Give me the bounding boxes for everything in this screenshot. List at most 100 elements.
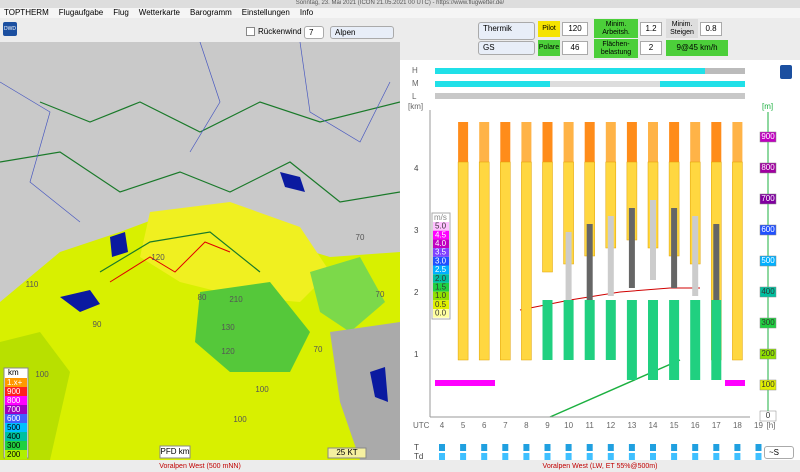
menu-item[interactable]: Info [299, 8, 314, 17]
right-tick-label: 0 [766, 411, 771, 420]
right-tick-label: 300 [761, 318, 775, 327]
column [626, 122, 637, 162]
right-swatch [759, 255, 777, 267]
legend-label: 300 [7, 441, 21, 450]
cell [544, 444, 551, 451]
cell [439, 453, 445, 460]
y-tick-label: 2 [414, 288, 419, 297]
legend-label: 500 [7, 423, 21, 432]
map-label: 130 [221, 323, 235, 332]
legend-swatch [5, 432, 27, 441]
decor-line [549, 359, 681, 418]
x-tick-label: 18 [733, 421, 742, 430]
column [542, 300, 553, 360]
right-tick-label: 800 [761, 163, 775, 172]
column [711, 122, 722, 162]
menu-item[interactable]: Einstellungen [241, 8, 290, 17]
step-select[interactable]: 7 [304, 26, 324, 39]
column [690, 122, 701, 162]
legend-swatch [433, 222, 449, 231]
region-select[interactable]: Alpen [330, 26, 394, 39]
river [0, 42, 391, 223]
map-label: 70 [314, 345, 323, 354]
cell [460, 453, 467, 460]
display-select[interactable]: ~S [764, 446, 794, 459]
x-tick-label: 8 [524, 421, 529, 430]
cell [692, 444, 699, 451]
cell [502, 453, 509, 460]
column [457, 161, 469, 361]
mode-select-wrap: Thermik [478, 22, 535, 40]
legend-label: 200 [7, 450, 21, 459]
ground [435, 380, 495, 386]
min-climb-label: Minim. Steigen [666, 19, 698, 38]
map-label: 120 [221, 347, 235, 356]
menu-item[interactable]: TOPTHERM [4, 8, 49, 17]
cell [650, 453, 656, 460]
menu-item[interactable]: Barogramm [190, 8, 232, 17]
column [713, 224, 720, 304]
column [584, 122, 595, 162]
column [586, 224, 593, 304]
polar-input[interactable]: 46 [562, 41, 588, 55]
right-swatch [759, 348, 777, 360]
load-input[interactable]: 2 [640, 41, 662, 55]
region [310, 257, 385, 332]
right-unit: [m] [762, 102, 773, 111]
x-tick-label: 10 [564, 421, 573, 430]
cell [734, 444, 741, 451]
min-height-input[interactable]: 1.2 [640, 22, 662, 36]
ground [725, 380, 745, 386]
level-label: L [412, 92, 417, 101]
right-tick-label: 600 [761, 225, 775, 234]
legend-label: 3.5 [435, 248, 447, 257]
legend-label: 800 [7, 396, 21, 405]
x-tick-label: 14 [649, 421, 658, 430]
checkbox-box[interactable] [246, 27, 255, 36]
speed-button[interactable]: 9@45 km/h [666, 40, 728, 56]
x-unit: UTC [413, 421, 430, 430]
x-tick-label: 11 [586, 421, 595, 430]
y-tick-label: 3 [414, 226, 419, 235]
legend-swatch [433, 282, 449, 292]
column [607, 216, 614, 296]
pfd-button[interactable] [159, 445, 191, 459]
pilot-input[interactable]: 120 [562, 22, 588, 36]
level-label: M [412, 79, 419, 88]
menu-item[interactable]: Flug [113, 8, 129, 17]
cell [565, 444, 572, 451]
cell [502, 444, 509, 451]
right-swatch [759, 131, 777, 143]
column [584, 300, 595, 360]
legend-swatch [433, 309, 449, 318]
legend-swatch [5, 450, 27, 459]
mode-select[interactable]: Thermik [478, 22, 535, 40]
status-right: Voralpen West (LW, ET 55%@500m) [542, 463, 658, 470]
cloud-bar [705, 68, 745, 74]
right-swatch [759, 379, 777, 391]
pilot-label: Pilot [538, 21, 560, 37]
menu-item[interactable]: Wetterkarte [138, 8, 180, 17]
column [521, 161, 532, 361]
meteogram: HML[km]1234m/s5.04.54.03.53.02.52.01.51.… [400, 60, 800, 460]
min-climb-input[interactable]: 0.8 [700, 22, 722, 36]
cloud-bar [550, 81, 660, 87]
right-tick-label: 700 [761, 194, 775, 203]
cell [439, 444, 445, 451]
checkbox[interactable]: Rückenwind [246, 27, 302, 36]
menu-item[interactable]: Flugaufgabe [58, 8, 104, 17]
map-label: 100 [233, 415, 247, 424]
wind-box [327, 447, 367, 459]
cell [607, 453, 614, 460]
cell [671, 444, 678, 451]
right-tick-label: 100 [761, 380, 775, 389]
x-tick-label: 4 [440, 421, 445, 430]
glider-select[interactable]: GS [478, 41, 535, 55]
right-swatch [759, 286, 777, 298]
column [669, 300, 680, 380]
decor-line [519, 287, 700, 311]
cell [460, 444, 467, 451]
column [563, 122, 574, 162]
polar-label: Polare [538, 40, 560, 56]
column [542, 122, 553, 162]
